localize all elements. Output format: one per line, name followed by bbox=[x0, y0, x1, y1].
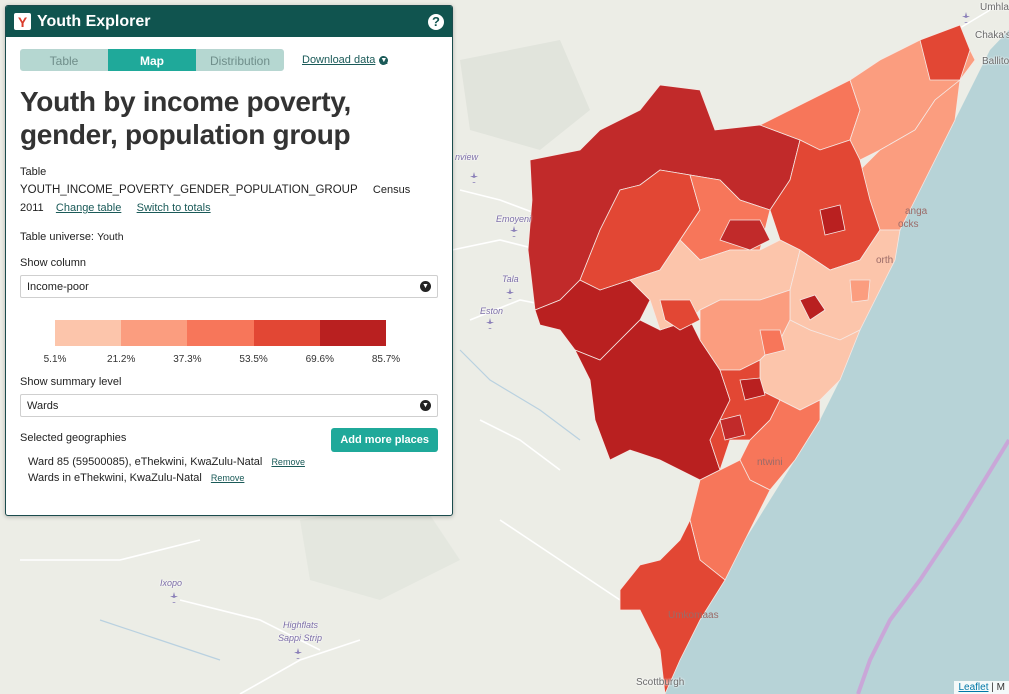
airport-icon bbox=[506, 288, 514, 299]
place-label: Chaka's bbox=[975, 30, 1009, 41]
place-label: Umhla bbox=[980, 2, 1009, 13]
remove-geography-link[interactable]: Remove bbox=[271, 457, 305, 467]
rivers bbox=[99, 349, 581, 661]
download-data-label[interactable]: Download data bbox=[302, 54, 376, 66]
table-universe: Table universe: Youth bbox=[20, 231, 438, 243]
census-label: Census 2011 bbox=[20, 184, 411, 214]
legend-swatch bbox=[253, 320, 320, 346]
airport-icon bbox=[294, 648, 302, 659]
airport-icon bbox=[486, 318, 494, 329]
table-heading: Table bbox=[20, 166, 47, 178]
summary-level-select[interactable]: Wards ▼ bbox=[20, 394, 438, 417]
selected-geography-item: Wards in eThekwini, KwaZulu-Natal Remove bbox=[28, 472, 438, 484]
motorway bbox=[856, 438, 1009, 694]
place-label: Umkomaas bbox=[668, 610, 719, 621]
airport-icons bbox=[170, 12, 970, 659]
terrain-shade bbox=[300, 500, 460, 600]
ward[interactable] bbox=[719, 219, 771, 251]
ocean bbox=[665, 30, 1009, 694]
chevron-down-icon: ▼ bbox=[420, 400, 431, 411]
explorer-panel: Y Youth Explorer ? Table Map Distributio… bbox=[5, 5, 453, 516]
legend-ticks: 5.1% 21.2% 37.3% 53.5% 69.6% 85.7% bbox=[44, 354, 401, 368]
place-label: Ballito bbox=[982, 56, 1009, 67]
summary-select-value: Wards bbox=[27, 399, 59, 412]
legend-swatch bbox=[187, 320, 254, 346]
app-logo: Y bbox=[14, 13, 31, 30]
tab-table[interactable]: Table bbox=[20, 49, 108, 71]
selected-geographies-label: Selected geographies bbox=[20, 432, 127, 444]
selected-geography-item: Ward 85 (59500085), eThekwini, KwaZulu-N… bbox=[28, 456, 438, 468]
app-title: Youth Explorer bbox=[37, 12, 151, 30]
table-name: YOUTH_INCOME_POVERTY_GENDER_POPULATION_G… bbox=[20, 184, 358, 196]
universe-label: Table universe: bbox=[20, 231, 94, 243]
terrain-shade bbox=[460, 40, 590, 150]
ward[interactable] bbox=[919, 24, 971, 81]
place-label: Tala bbox=[502, 274, 519, 284]
ward-polygons[interactable] bbox=[527, 24, 976, 694]
airport-icon bbox=[510, 226, 518, 237]
download-data-link[interactable]: Download data ▼ bbox=[302, 54, 389, 66]
attribution-sep: | M bbox=[991, 682, 1005, 693]
geography-name: Ward 85 (59500085), eThekwini, KwaZulu-N… bbox=[28, 456, 263, 468]
place-label: Highflats bbox=[283, 620, 319, 630]
chevron-down-icon: ▼ bbox=[420, 281, 431, 292]
ward[interactable] bbox=[739, 377, 766, 401]
chevron-down-icon: ▼ bbox=[379, 55, 389, 65]
place-label: Ixopo bbox=[160, 578, 183, 588]
tab-map[interactable]: Map bbox=[108, 49, 196, 71]
place-label: Sappi Strip bbox=[278, 633, 323, 643]
switch-to-totals-link[interactable]: Switch to totals bbox=[136, 202, 211, 214]
place-label: Eston bbox=[480, 306, 504, 316]
help-icon[interactable]: ? bbox=[428, 13, 444, 30]
place-label: nview bbox=[455, 152, 479, 162]
legend-tick: 37.3% bbox=[173, 354, 202, 365]
airport-icon bbox=[470, 172, 478, 183]
place-label: ntwini bbox=[757, 457, 783, 468]
selected-geographies-header: Selected geographies Add more places bbox=[20, 428, 438, 452]
show-column-label: Show column bbox=[20, 257, 87, 269]
airport-icon bbox=[170, 592, 178, 603]
place-label: anga bbox=[905, 206, 928, 217]
view-tabs: Table Map Distribution Download data ▼ bbox=[20, 49, 438, 71]
universe-value: Youth bbox=[97, 231, 124, 243]
leaflet-link[interactable]: Leaflet bbox=[958, 682, 989, 693]
place-label: Scottburgh bbox=[636, 677, 685, 688]
tab-distribution[interactable]: Distribution bbox=[196, 49, 284, 71]
ward[interactable] bbox=[849, 279, 871, 303]
legend-tick: 69.6% bbox=[305, 354, 334, 365]
ward[interactable] bbox=[759, 329, 786, 356]
panel-header: Y Youth Explorer ? bbox=[6, 6, 452, 37]
legend-tick: 21.2% bbox=[107, 354, 136, 365]
ward[interactable] bbox=[719, 414, 746, 441]
add-more-places-button[interactable]: Add more places bbox=[331, 428, 438, 452]
place-label: Emoyeni bbox=[496, 214, 532, 224]
legend-tick: 5.1% bbox=[43, 354, 67, 365]
ward[interactable] bbox=[799, 294, 826, 321]
remove-geography-link[interactable]: Remove bbox=[210, 473, 245, 483]
show-summary-label: Show summary level bbox=[20, 376, 122, 388]
ward[interactable] bbox=[619, 518, 726, 694]
legend-swatch bbox=[121, 320, 188, 346]
change-table-link[interactable]: Change table bbox=[55, 202, 122, 214]
airport-icon bbox=[962, 12, 970, 23]
table-info: YOUTH_INCOME_POVERTY_GENDER_POPULATION_G… bbox=[20, 181, 438, 217]
page-title: Youth by income poverty, gender, populat… bbox=[20, 86, 351, 150]
ward[interactable] bbox=[659, 299, 701, 331]
ward[interactable] bbox=[819, 204, 846, 236]
legend-tick: 53.5% bbox=[239, 354, 268, 365]
map-attribution: Leaflet | M bbox=[954, 681, 1009, 694]
place-label: ocks bbox=[898, 219, 919, 230]
legend-swatch bbox=[55, 320, 122, 346]
geography-name: Wards in eThekwini, KwaZulu-Natal bbox=[28, 472, 202, 484]
column-select-value: Income-poor bbox=[27, 280, 89, 293]
place-label: orth bbox=[876, 255, 894, 266]
legend-tick: 85.7% bbox=[371, 354, 401, 365]
column-select[interactable]: Income-poor ▼ bbox=[20, 275, 438, 298]
legend-swatch bbox=[319, 320, 387, 346]
map-legend: 5.1% 21.2% 37.3% 53.5% 69.6% 85.7% bbox=[20, 320, 438, 370]
legend-bar bbox=[55, 320, 387, 346]
